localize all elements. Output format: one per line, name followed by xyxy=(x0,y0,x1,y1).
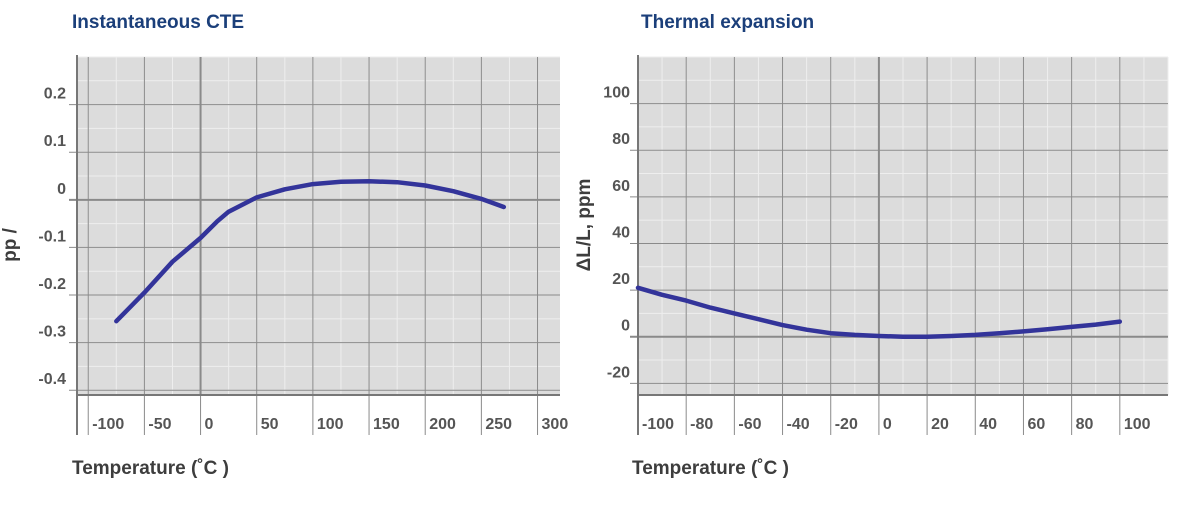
x-tick-label: 300 xyxy=(542,416,569,433)
y-tick-label: -20 xyxy=(607,364,630,381)
cte-chart-svg: 0.2 0.1 0 -0.1 -0.2 -0.3 -0.4 -100 -50 0 50 100 150 2… xyxy=(0,55,569,435)
x-tick-label: -80 xyxy=(690,416,713,433)
expansion-chart-svg: 100 80 60 40 20 0 -20 -100 -80 -60 -40 -20 0 20 40 60 80… xyxy=(574,55,1169,435)
x-axis-label: Temperature (˚C ) xyxy=(632,458,789,479)
y-axis-label: pp / xyxy=(0,227,21,261)
y-tick-label: -0.4 xyxy=(38,371,66,388)
x-tick-label: 200 xyxy=(429,416,456,433)
y-tick-label: 0 xyxy=(57,181,66,198)
x-tick-label: 80 xyxy=(1076,416,1094,433)
x-tick-label: 250 xyxy=(485,416,512,433)
y-tick-label: 0 xyxy=(621,318,630,335)
y-tick-label: -0.2 xyxy=(38,276,66,293)
chart-title: Thermal expansion xyxy=(641,12,815,33)
chart-panel-cte: Instantaneous CTE 0.2 0.1 0 -0.1 -0.2 -0.3 -0.… xyxy=(0,0,580,505)
y-tick-label: 0.2 xyxy=(44,86,66,103)
y-tick-label: -0.3 xyxy=(38,324,66,341)
series-line xyxy=(114,179,507,324)
chart-title: Instantaneous CTE xyxy=(72,12,245,33)
x-tick-label: -100 xyxy=(92,416,124,433)
y-tick-label: 80 xyxy=(612,131,630,148)
x-tick-label: 50 xyxy=(261,416,279,433)
y-tick-label: -0.1 xyxy=(38,228,66,245)
y-tick-label: 20 xyxy=(612,271,630,288)
y-axis-label: ΔL/L, ppm xyxy=(574,179,595,272)
y-tick-label: 60 xyxy=(612,178,630,195)
x-tick-label: 100 xyxy=(1124,416,1151,433)
series-line xyxy=(635,285,1123,339)
x-tick-label: -60 xyxy=(738,416,761,433)
x-tick-label: 40 xyxy=(979,416,997,433)
x-tick-label: -50 xyxy=(148,416,171,433)
x-tick-label: -100 xyxy=(642,416,674,433)
x-tick-label: 0 xyxy=(205,416,214,433)
x-tick-label: 60 xyxy=(1027,416,1045,433)
x-tick-label: 100 xyxy=(317,416,344,433)
y-tick-label: 100 xyxy=(603,85,630,102)
x-tick-label: -40 xyxy=(787,416,810,433)
x-tick-label: 0 xyxy=(883,416,892,433)
y-tick-label: 40 xyxy=(612,224,630,241)
x-axis-label: Temperature (˚C ) xyxy=(72,458,229,479)
y-tick-label: 0.1 xyxy=(44,133,66,150)
x-tick-label: -20 xyxy=(835,416,858,433)
x-tick-label: 20 xyxy=(931,416,949,433)
chart-panel-expansion: Thermal expansion 100 80 60 40 20 0 -20 -100 -80… xyxy=(574,0,1185,505)
plot-area xyxy=(77,57,560,395)
x-tick-label: 150 xyxy=(373,416,400,433)
